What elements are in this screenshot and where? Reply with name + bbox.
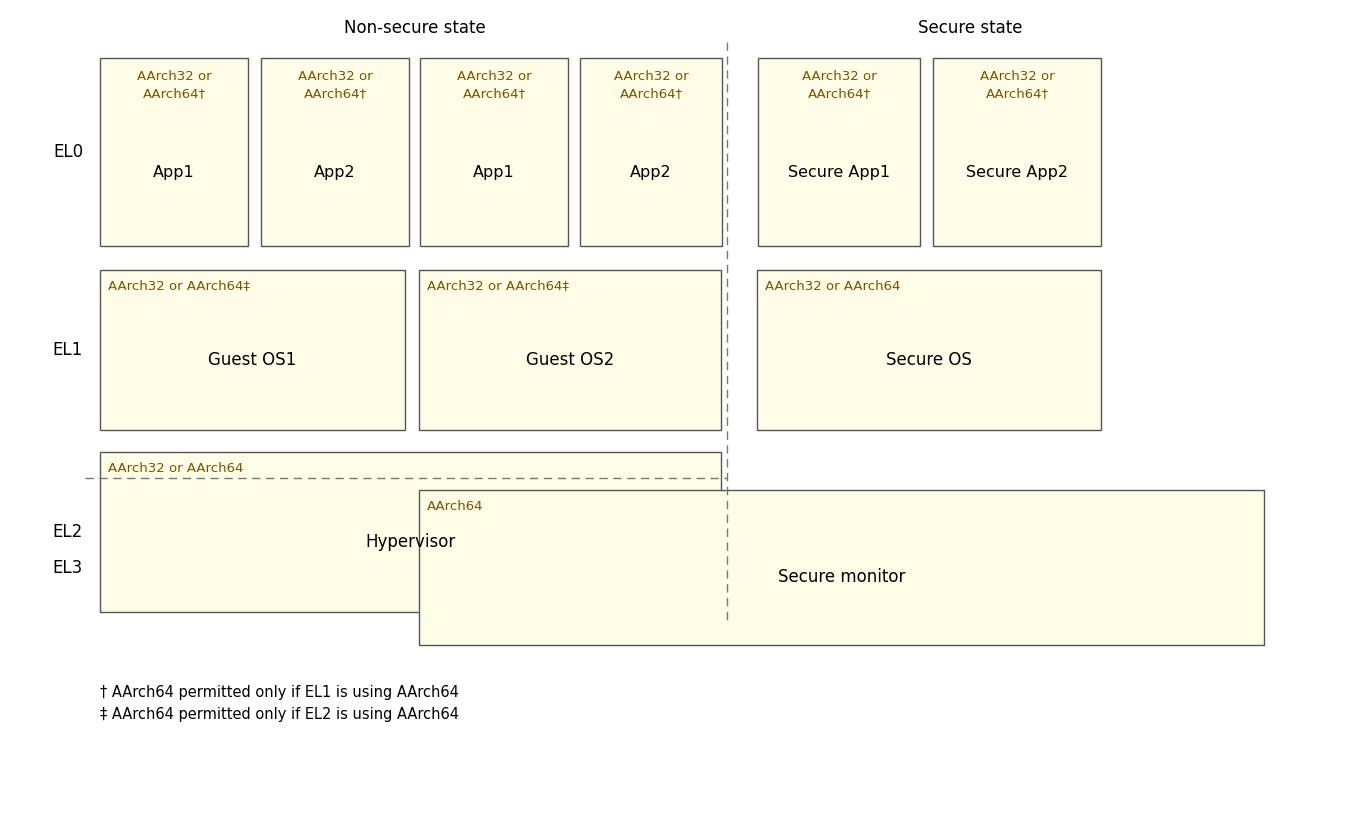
Text: EL3: EL3 (53, 559, 83, 577)
Text: AArch64†: AArch64† (808, 88, 870, 101)
Bar (420, 58, 568, 246)
Text: Hypervisor: Hypervisor (366, 533, 456, 551)
Text: AArch64†: AArch64† (619, 88, 683, 101)
Bar (101, 452, 721, 612)
Bar (261, 58, 409, 246)
Text: ‡ AArch64 permitted only if EL2 is using AArch64: ‡ AArch64 permitted only if EL2 is using… (101, 706, 460, 721)
Text: Secure monitor: Secure monitor (778, 568, 906, 586)
Text: † AArch64 permitted only if EL1 is using AArch64: † AArch64 permitted only if EL1 is using… (101, 685, 458, 699)
Text: App1: App1 (154, 164, 194, 180)
Text: App2: App2 (314, 164, 356, 180)
Text: EL0: EL0 (53, 143, 83, 161)
Text: AArch64†: AArch64† (143, 88, 205, 101)
Bar (933, 58, 1102, 246)
Text: AArch32 or AArch64‡: AArch32 or AArch64‡ (107, 280, 250, 293)
Text: AArch32 or: AArch32 or (137, 69, 211, 82)
Text: AArch32 or AArch64‡: AArch32 or AArch64‡ (427, 280, 568, 293)
Text: AArch32 or AArch64: AArch32 or AArch64 (764, 280, 900, 293)
Text: AArch64†: AArch64† (462, 88, 525, 101)
Text: Non-secure state: Non-secure state (344, 19, 486, 37)
Text: AArch64†: AArch64† (986, 88, 1049, 101)
Text: AArch64†: AArch64† (303, 88, 367, 101)
Bar (419, 270, 721, 430)
Text: AArch32 or AArch64: AArch32 or AArch64 (107, 462, 243, 475)
Text: Guest OS2: Guest OS2 (526, 351, 615, 369)
Text: AArch64: AArch64 (427, 499, 484, 512)
Text: AArch32 or: AArch32 or (298, 69, 373, 82)
Bar (419, 490, 1263, 645)
Bar (758, 270, 1102, 430)
Bar (101, 58, 248, 246)
Text: AArch32 or: AArch32 or (457, 69, 532, 82)
Text: EL1: EL1 (53, 341, 83, 359)
Bar (579, 58, 722, 246)
Text: App1: App1 (473, 164, 515, 180)
Text: Secure App1: Secure App1 (787, 164, 889, 180)
Text: Secure state: Secure state (918, 19, 1023, 37)
Text: App2: App2 (630, 164, 672, 180)
Bar (758, 58, 919, 246)
Text: EL2: EL2 (53, 523, 83, 541)
Text: Secure OS: Secure OS (887, 351, 972, 369)
Text: AArch32 or: AArch32 or (979, 69, 1054, 82)
Text: Guest OS1: Guest OS1 (208, 351, 296, 369)
Text: Secure App2: Secure App2 (966, 164, 1068, 180)
Text: AArch32 or: AArch32 or (801, 69, 876, 82)
Bar (101, 270, 405, 430)
Text: AArch32 or: AArch32 or (613, 69, 688, 82)
